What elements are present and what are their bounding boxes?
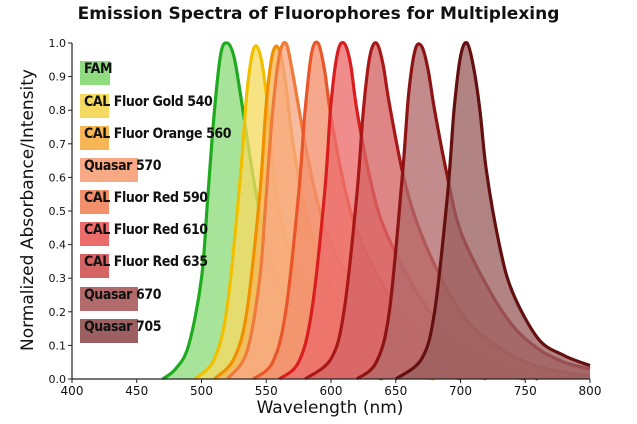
legend-label: Quasar 570 bbox=[84, 158, 162, 174]
legend-label: Quasar 670 bbox=[84, 287, 162, 303]
y-tick-label: 0.0 bbox=[49, 373, 67, 386]
legend-item-quasar-705: Quasar 705 bbox=[80, 319, 161, 343]
legend-item-fam: FAM bbox=[80, 61, 112, 85]
legend-label: CAL Fluor Gold 540 bbox=[84, 94, 213, 110]
x-tick-label: 800 bbox=[579, 384, 602, 398]
legend-swatch bbox=[80, 61, 110, 85]
legend-label: CAL Fluor Red 635 bbox=[84, 254, 208, 270]
legend-item-cal-fluor-red-635: CAL Fluor Red 635 bbox=[80, 254, 208, 278]
y-tick-label: 0.8 bbox=[49, 104, 67, 117]
y-tick-label: 0.6 bbox=[49, 171, 67, 184]
legend-swatch bbox=[80, 287, 138, 311]
area-quasar-705 bbox=[395, 42, 590, 380]
legend-item-cal-fluor-red-610: CAL Fluor Red 610 bbox=[80, 222, 208, 246]
legend-swatch bbox=[80, 254, 109, 278]
legend-label: CAL Fluor Red 590 bbox=[84, 190, 208, 206]
legend-item-cal-fluor-gold-540: CAL Fluor Gold 540 bbox=[80, 94, 213, 118]
series-areas bbox=[161, 40, 591, 381]
y-tick-label: 1.0 bbox=[49, 37, 67, 50]
x-tick-label: 600 bbox=[320, 384, 343, 398]
legend-label: CAL Fluor Orange 560 bbox=[84, 126, 232, 142]
legend-label: FAM bbox=[84, 61, 113, 77]
line-quasar-705 bbox=[394, 41, 591, 381]
chart-title: Emission Spectra of Fluorophores for Mul… bbox=[77, 4, 560, 24]
area-cal-fluor-red-610 bbox=[279, 42, 539, 379]
x-tick-label: 450 bbox=[125, 384, 148, 398]
y-tick-label: 0.4 bbox=[49, 239, 67, 252]
legend-item-quasar-570: Quasar 570 bbox=[80, 158, 161, 182]
legend-swatch bbox=[80, 319, 138, 343]
legend-item-quasar-670: Quasar 670 bbox=[80, 287, 161, 311]
x-axis-label: Wavelength (nm) bbox=[256, 398, 404, 418]
legend-swatch bbox=[80, 190, 109, 214]
legend-label: CAL Fluor Red 610 bbox=[84, 222, 208, 238]
y-axis-label: Normalized Absorbance/Intensity bbox=[18, 69, 38, 351]
legend-item-cal-fluor-orange-560: CAL Fluor Orange 560 bbox=[80, 126, 232, 150]
area-cal-fluor-red-635 bbox=[305, 42, 590, 380]
legend-swatch bbox=[80, 158, 138, 182]
x-tick-label: 650 bbox=[384, 384, 407, 398]
axes: 0.0 0.1 0.2 0.3 0.4 0.5 0.6 0.7 0.8 0.9 1.0 400 450 5… bbox=[49, 37, 602, 398]
series-quasar-705 bbox=[394, 41, 591, 381]
x-tick-label: 400 bbox=[61, 384, 84, 398]
y-tick-label: 0.1 bbox=[49, 339, 67, 352]
legend-swatch bbox=[80, 126, 109, 150]
y-tick-label: 0.7 bbox=[49, 138, 67, 151]
area-quasar-670 bbox=[356, 43, 590, 380]
x-tick-label: 500 bbox=[190, 384, 213, 398]
legend-swatch bbox=[80, 94, 109, 118]
y-tick-label: 0.3 bbox=[49, 272, 67, 285]
x-tick-label: 700 bbox=[449, 384, 472, 398]
area-fam bbox=[162, 42, 383, 379]
legend-item-cal-fluor-red-590: CAL Fluor Red 590 bbox=[80, 190, 208, 214]
x-tick-label: 750 bbox=[514, 384, 537, 398]
legend-swatch bbox=[80, 222, 109, 246]
y-tick-label: 0.2 bbox=[49, 306, 67, 319]
legend-label: Quasar 705 bbox=[84, 319, 162, 335]
y-tick-label: 0.5 bbox=[49, 205, 67, 218]
y-tick-label: 0.9 bbox=[49, 71, 67, 84]
x-tick-label: 550 bbox=[255, 384, 278, 398]
